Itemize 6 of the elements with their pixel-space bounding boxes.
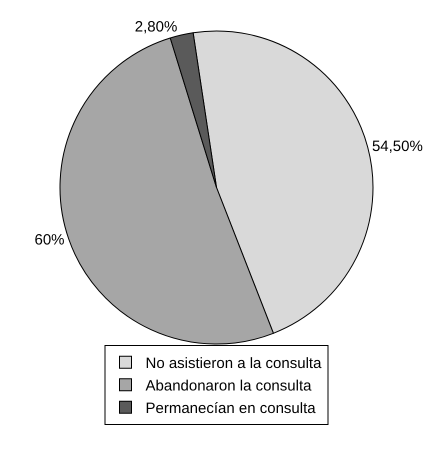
data-label: 60% — [34, 232, 65, 249]
legend-label: No asistieron a la consulta — [146, 355, 322, 372]
legend-label: Abandonaron la consulta — [146, 378, 312, 395]
data-label: 54,50% — [372, 138, 423, 156]
legend-label: Permanecían en consulta — [146, 400, 316, 418]
data-label: 2,80% — [134, 18, 178, 36]
